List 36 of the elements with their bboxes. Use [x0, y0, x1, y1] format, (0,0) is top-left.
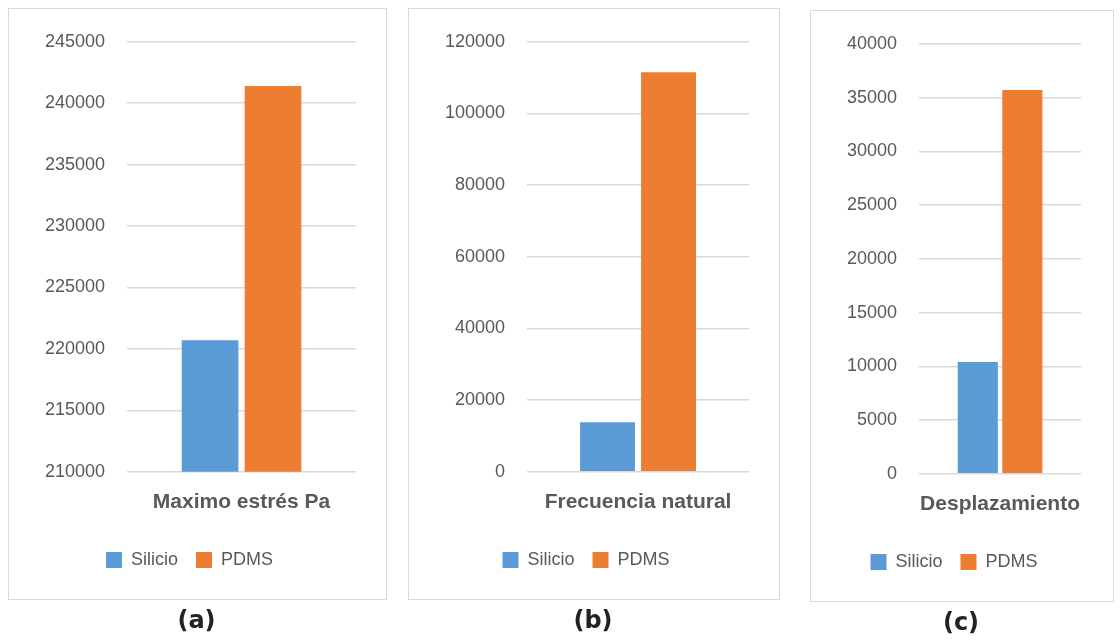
y-tick-label: 210000	[44, 460, 106, 481]
legend-label: Silicio	[130, 548, 179, 569]
legend-label: Silicio	[527, 548, 575, 569]
y-tick-label: 20000	[846, 247, 898, 268]
legend-label: PDMS	[985, 550, 1038, 571]
y-tick-label: 15000	[846, 301, 898, 322]
legend-label: PDMS	[221, 548, 274, 569]
y-tick-label: 0	[495, 460, 506, 481]
y-tick-label: 30000	[846, 140, 898, 161]
text: (c)	[941, 608, 981, 636]
y-tick-label: 10000	[846, 355, 898, 376]
text: (b)	[572, 606, 614, 634]
x-tick-label: Frecuencia natural	[544, 489, 732, 513]
y-tick-label: 35000	[846, 86, 898, 107]
legend-label: PDMS	[617, 548, 670, 569]
y-tick-label: 245000	[44, 30, 106, 51]
y-tick-label: 235000	[44, 153, 106, 174]
y-tick-label: 25000	[846, 194, 898, 215]
y-tick-label: 60000	[455, 245, 506, 266]
y-tick-label: 5000	[857, 409, 898, 430]
x-tick-label: Desplazamiento	[920, 491, 1081, 515]
y-tick-label: 100000	[444, 102, 506, 123]
y-tick-label: 230000	[44, 215, 106, 236]
y-tick-label: 40000	[846, 32, 898, 53]
y-tick-label: 20000	[455, 389, 506, 410]
legend-label: Silicio	[895, 550, 943, 571]
y-tick-label: 80000	[455, 174, 506, 195]
y-tick-label: 120000	[444, 30, 506, 51]
y-tick-label: 0	[887, 462, 898, 483]
y-tick-label: 215000	[44, 399, 106, 420]
y-tick-label: 225000	[44, 276, 106, 297]
y-tick-label: 240000	[44, 92, 106, 113]
y-tick-label: 40000	[455, 317, 506, 338]
y-tick-label: 220000	[44, 337, 106, 358]
text: (a)	[176, 606, 217, 634]
x-tick-label: Maximo estrés Pa	[152, 489, 331, 513]
